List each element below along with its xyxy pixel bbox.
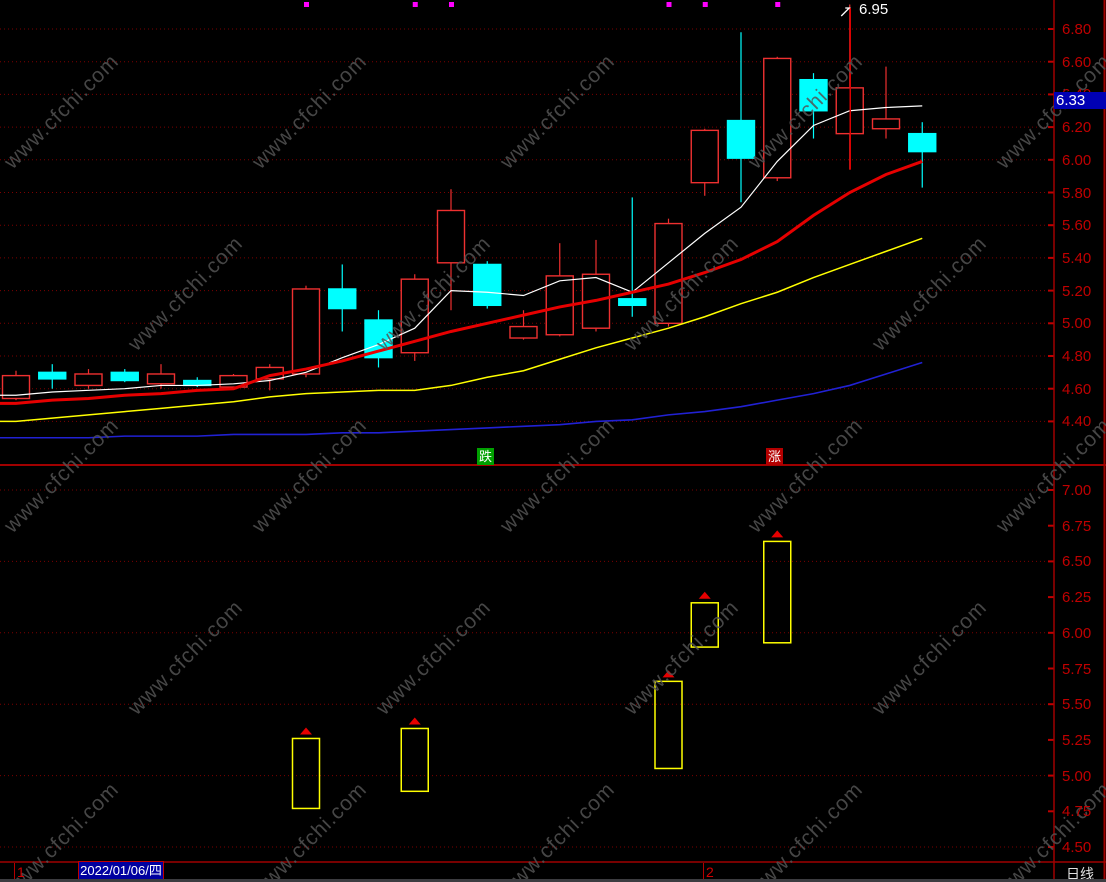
price-axis-label: 4.60 (1062, 380, 1092, 398)
candle-body (654, 222, 683, 325)
ma-line-yellow (0, 237, 923, 423)
price-axis-label: 5.40 (1062, 249, 1092, 267)
signal-bar (690, 602, 719, 648)
signal-triangle (408, 717, 421, 725)
signal-dot (775, 2, 781, 7)
candle-body (219, 374, 248, 388)
date-label[interactable]: 2022/01/06/四 (78, 861, 164, 880)
candle-body (473, 263, 502, 307)
price-axis-label: 5.00 (1062, 315, 1092, 333)
signal-axis-label: 6.75 (1062, 517, 1092, 535)
price-axis-label: 6.00 (1062, 151, 1092, 169)
last-price-tag: 6.33 (1054, 92, 1106, 109)
month-marker-1: 1 (17, 864, 25, 880)
price-axis-label: 5.60 (1062, 217, 1092, 235)
candle-body (328, 288, 357, 310)
price-axis-label: 5.20 (1062, 282, 1092, 300)
candle-body (146, 373, 176, 385)
price-axis-label: 6.20 (1062, 119, 1092, 137)
candle-body (38, 371, 67, 380)
period-label[interactable]: 日线 (1066, 866, 1094, 882)
signal-axis-label: 5.00 (1062, 767, 1092, 785)
candle-body (799, 78, 828, 112)
signal-dot (702, 2, 708, 7)
signal-bar (400, 727, 429, 793)
month-marker-2: 2 (706, 864, 714, 880)
signal-axis-label: 6.25 (1062, 589, 1092, 607)
candle-body (871, 118, 901, 130)
signal-triangle (662, 670, 675, 678)
up-badge: 涨 (766, 448, 783, 465)
candle-body (74, 373, 103, 387)
ma-line-blue (0, 361, 923, 439)
signal-axis-label: 5.75 (1062, 660, 1092, 678)
candle-body (763, 57, 792, 179)
candle-body (726, 119, 756, 159)
signal-triangle (771, 530, 784, 538)
signal-bar (291, 737, 321, 810)
signal-dot (666, 2, 672, 7)
candle-body (618, 298, 647, 307)
candle-body (291, 288, 321, 375)
price-axis-label: 5.80 (1062, 184, 1092, 202)
high-annotation-label: 6.95 (859, 1, 889, 18)
signal-dot (449, 2, 454, 7)
signal-axis-label: 4.50 (1062, 839, 1092, 856)
candle-body (1, 374, 31, 400)
candle-body (436, 209, 466, 264)
signal-triangle (300, 727, 312, 735)
candle-body (509, 325, 538, 339)
down-badge: 跌 (477, 448, 494, 465)
candle-body (690, 129, 719, 184)
ma-line-white (0, 105, 923, 396)
price-axis-label: 6.80 (1062, 21, 1092, 38)
signal-axis-label: 7.00 (1062, 482, 1092, 499)
price-axis-label: 4.80 (1062, 348, 1092, 365)
bottom-strip (0, 879, 1106, 882)
signal-bar (763, 540, 792, 644)
status-bar: 1 2022/01/06/四 2 日线 (0, 861, 1106, 882)
ma-line-red (0, 160, 923, 405)
signal-dot (304, 2, 309, 7)
signal-axis-label: 5.25 (1062, 731, 1092, 749)
price-axis-label: 6.60 (1062, 53, 1092, 71)
candle-body (110, 371, 139, 382)
signal-axis-label: 6.00 (1062, 624, 1092, 642)
signal-dot (412, 2, 418, 7)
signal-axis-label: 6.50 (1062, 553, 1092, 571)
month-tick-1 (14, 863, 15, 880)
annotation-hook (840, 7, 851, 17)
signal-axis-label: 5.50 (1062, 696, 1092, 714)
price-axis-label: 4.40 (1062, 413, 1092, 431)
signal-axis-label: 4.75 (1062, 803, 1092, 821)
month-tick-2 (703, 863, 704, 880)
signal-triangle (698, 591, 711, 599)
signal-bar (654, 680, 683, 770)
candle-body (908, 132, 937, 153)
